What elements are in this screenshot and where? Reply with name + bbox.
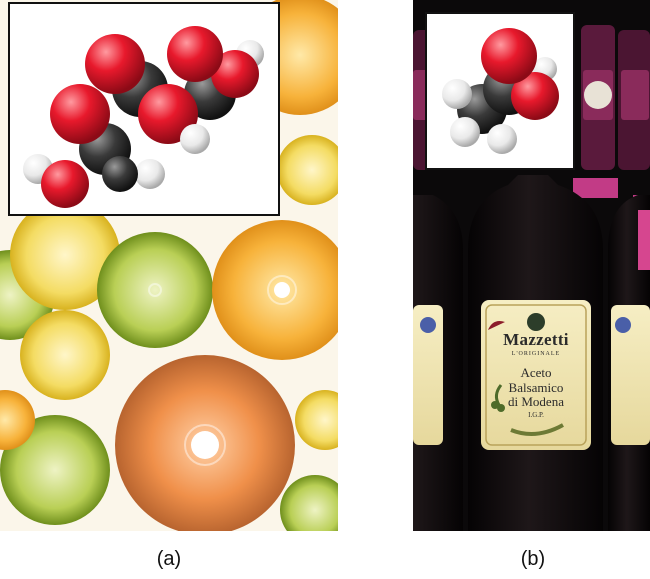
lemon-slice xyxy=(277,135,338,205)
hydrogen-atom xyxy=(487,124,517,154)
lemon-slice xyxy=(10,200,120,310)
label-center xyxy=(481,300,591,450)
hydrogen-atom xyxy=(135,159,165,189)
label-line4: I.G.P. xyxy=(528,411,544,419)
hydrogen-atom xyxy=(442,79,472,109)
caption-b: (b) xyxy=(520,548,546,570)
label-left xyxy=(413,305,443,445)
label-line2: Balsamico xyxy=(508,380,564,395)
lime-slice xyxy=(0,415,110,525)
panel-a-citrus-photo xyxy=(0,0,338,531)
label-line3: di Modena xyxy=(508,394,564,409)
oxygen-atom xyxy=(85,34,145,94)
citric-acid-molecule xyxy=(23,26,264,208)
citric-acid-molecule-inset xyxy=(8,2,280,216)
oxygen-atom xyxy=(211,50,259,98)
hydrogen-atom xyxy=(180,124,210,154)
label-brand: Mazzetti xyxy=(503,330,569,349)
lemon-slice xyxy=(295,390,338,450)
label-line1: Aceto xyxy=(520,365,552,380)
acetic-acid-molecule xyxy=(442,28,559,154)
oxygen-atom xyxy=(481,28,537,84)
bottle-label-text: Mazzetti L'ORIGINALE Aceto Balsamico di … xyxy=(481,300,591,450)
orange-slice xyxy=(0,390,35,450)
lemon-slice xyxy=(20,310,110,400)
label-subtitle: L'ORIGINALE xyxy=(511,351,561,357)
carbon-atom xyxy=(102,156,138,192)
hydrogen-atom xyxy=(450,117,480,147)
lime-slice xyxy=(280,475,338,531)
oxygen-atom xyxy=(50,84,110,144)
acetic-acid-molecule-inset xyxy=(425,12,575,170)
caption-a: (a) xyxy=(156,548,182,570)
oxygen-atom xyxy=(138,84,198,144)
oxygen-atom xyxy=(511,72,559,120)
lime-slice xyxy=(97,232,213,348)
oxygen-atom xyxy=(41,160,89,208)
label-right xyxy=(611,305,650,445)
oxygen-atom xyxy=(167,26,223,82)
panel-b-vinegar-photo: Mazzetti L'ORIGINALE Aceto Balsamico di … xyxy=(413,0,650,531)
